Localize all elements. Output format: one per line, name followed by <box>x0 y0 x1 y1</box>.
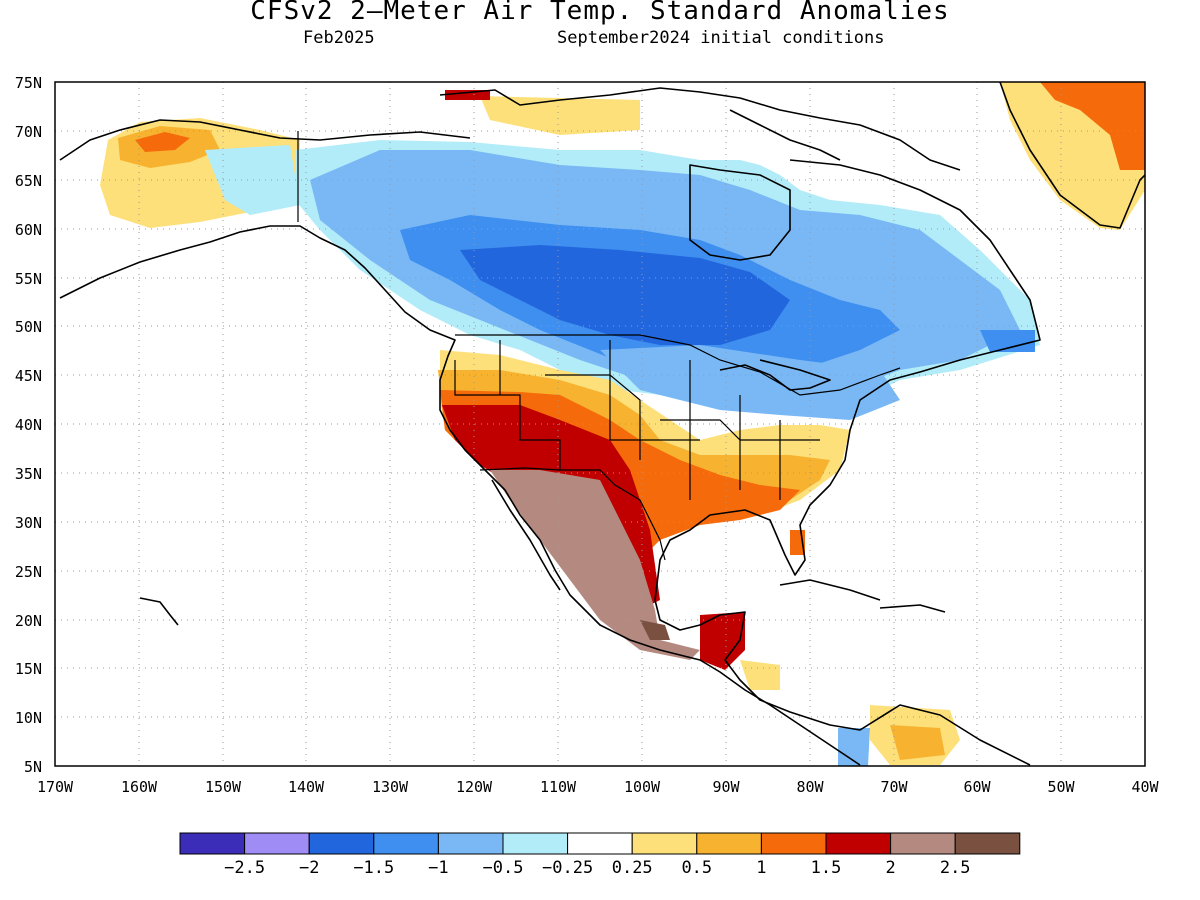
anomaly-region-southwest-hottest <box>490 470 700 660</box>
lat-label: 55N <box>15 270 42 288</box>
anomaly-region-great-lakes-cool <box>600 345 900 420</box>
anomaly-region-arctic-islands <box>480 96 640 135</box>
lon-label: 160W <box>121 778 158 796</box>
colorbar-swatch <box>567 832 633 855</box>
coastline-baffin <box>729 109 841 161</box>
colorbar-swatch <box>179 832 246 855</box>
anomaly-region-newfoundland <box>980 330 1035 352</box>
lat-label: 25N <box>15 563 42 581</box>
coastline-great-lakes <box>719 359 831 391</box>
coastline-hawaii <box>139 597 179 626</box>
anomaly-shading <box>100 82 1145 766</box>
colorbar-label: 1.5 <box>811 858 842 878</box>
lat-label: 10N <box>15 709 42 727</box>
border-state-4 <box>609 340 700 441</box>
lon-label: 130W <box>372 778 409 796</box>
lat-label: 35N <box>15 465 42 483</box>
lat-label: 5N <box>24 758 42 776</box>
colorbar-label: 2 <box>885 858 895 878</box>
anomaly-region-yucatan <box>700 612 745 670</box>
lon-label: 50W <box>1047 778 1075 796</box>
lat-label: 40N <box>15 416 42 434</box>
coastline-labrador <box>654 159 1041 766</box>
valid-month-label: Feb2025 <box>303 28 375 48</box>
colorbar-label: −2 <box>299 858 319 878</box>
lon-label: 100W <box>624 778 661 796</box>
lat-label: 45N <box>15 367 42 385</box>
colorbar-swatch <box>244 832 310 855</box>
anomaly-region-mexico-extreme <box>640 620 670 640</box>
colorbar-swatch <box>631 832 698 855</box>
lon-label: 90W <box>712 778 740 796</box>
political-borders <box>297 131 901 561</box>
colorbar-label: −1.5 <box>353 858 394 878</box>
lat-label: 30N <box>15 514 42 532</box>
colorbar-label: 0.25 <box>612 858 653 878</box>
colorbar-label: 2.5 <box>940 858 971 878</box>
colorbar-label: 0.5 <box>681 858 712 878</box>
anomaly-region-alaska-cool <box>205 145 300 215</box>
init-conditions-label: September2024 initial conditions <box>557 28 885 48</box>
lon-label: 70W <box>880 778 908 796</box>
colorbar-swatch <box>760 832 827 855</box>
lat-label: 70N <box>15 123 42 141</box>
lon-label: 40W <box>1131 778 1159 796</box>
coastlines <box>59 82 1145 766</box>
colorbar: −2.5 −2 −1.5 −1 −0.5 −0.25 0.25 0.5 1 1.5 2 2.5 <box>179 832 1021 878</box>
lon-label: 110W <box>540 778 577 796</box>
lon-label: 150W <box>205 778 242 796</box>
coastline-alaska-north <box>59 119 471 161</box>
border-us-mexico <box>479 467 666 561</box>
coastline-arctic-islands <box>439 87 961 171</box>
map-title: CFSv2 2–Meter Air Temp. Standard Anomali… <box>250 0 950 26</box>
lon-axis: 170W 160W 150W 140W 130W 120W 110W 100W … <box>37 778 1160 796</box>
lat-label: 50N <box>15 318 42 336</box>
border-us-canada <box>455 334 901 396</box>
colorbar-swatch <box>437 832 504 855</box>
coastline-hudson-bay <box>689 164 791 261</box>
coastline-baja <box>491 479 561 591</box>
coastline-alaska <box>59 225 861 766</box>
lon-label: 80W <box>796 778 824 796</box>
lat-label: 15N <box>15 660 42 678</box>
plot-frame <box>54 81 1146 767</box>
lat-label: 60N <box>15 221 42 239</box>
colorbar-label: 1 <box>756 858 766 878</box>
coastline-hispaniola <box>879 604 946 613</box>
lon-label: 60W <box>963 778 991 796</box>
colorbar-swatch <box>373 832 439 855</box>
lat-label: 65N <box>15 172 42 190</box>
colorbar-swatch <box>890 832 956 855</box>
colorbar-swatch <box>502 832 569 855</box>
anomaly-region-greenland-hot <box>1040 82 1145 170</box>
anomaly-region-south-america-warmer <box>890 725 945 760</box>
border-state-3 <box>545 374 641 460</box>
colorbar-label: −1 <box>428 858 448 878</box>
coastline-greenland <box>999 82 1145 229</box>
lon-label: 120W <box>456 778 493 796</box>
anomaly-region-alaska-hot <box>135 132 190 152</box>
lon-label: 170W <box>37 778 74 796</box>
coastline-cuba <box>779 579 881 601</box>
anomaly-region-canada-coldest <box>460 245 790 345</box>
colorbar-label: −0.25 <box>542 858 593 878</box>
lat-label: 20N <box>15 612 42 630</box>
colorbar-swatch <box>308 832 375 855</box>
lon-label: 140W <box>288 778 325 796</box>
colorbar-label: −2.5 <box>224 858 265 878</box>
border-state-1 <box>454 360 561 470</box>
anomaly-region-arctic-red <box>445 90 490 100</box>
lat-label: 75N <box>15 74 42 92</box>
colorbar-swatch <box>825 832 892 855</box>
lat-axis: 75N 70N 65N 60N 55N 50N 45N 40N 35N 30N … <box>15 74 42 776</box>
colorbar-swatch <box>696 832 762 855</box>
colorbar-swatch <box>954 832 1021 855</box>
colorbar-label: −0.5 <box>483 858 524 878</box>
